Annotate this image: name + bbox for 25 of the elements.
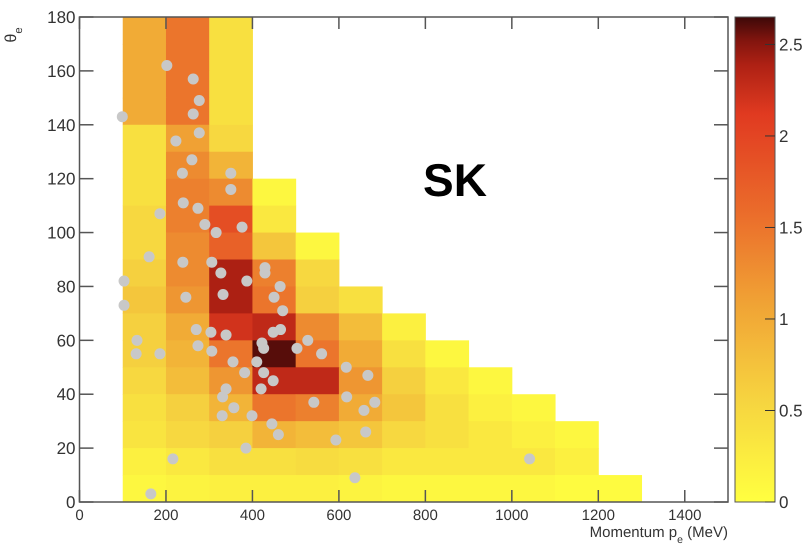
color-bar-label: 1 [779,310,788,329]
y-tick-label: 120 [47,170,76,189]
x-tick-label: 400 [240,507,265,524]
y-tick-label: 140 [47,116,76,135]
color-bar-label: 2.5 [779,35,803,54]
x-tick-label: 1400 [668,507,702,524]
color-bar-label: 2 [779,126,788,146]
x-tick-label: 1200 [582,507,615,524]
y-tick-label: 180 [47,8,76,27]
y-tick-label: 160 [47,62,76,81]
x-axis-title: Momentum p$_{e}$ (MeV) [590,524,728,546]
x-tick-label: 800 [412,507,438,524]
y-tick-label: 20 [56,439,76,458]
y-tick-label: 0 [66,493,76,512]
color-bar-label: 1.5 [779,218,803,238]
x-tick-label: 1000 [495,507,529,524]
color-bar-label: 0.5 [779,401,803,420]
x-tick-label: 200 [153,507,178,524]
y-tick-label: 80 [56,277,76,296]
x-tick-label: 600 [326,507,352,524]
annotation: SK [423,154,487,206]
y-tick-label: 100 [47,224,76,243]
y-tick-label: 40 [56,385,76,404]
color-bar-label: 0 [779,493,788,512]
y-tick-label: 60 [56,331,76,350]
